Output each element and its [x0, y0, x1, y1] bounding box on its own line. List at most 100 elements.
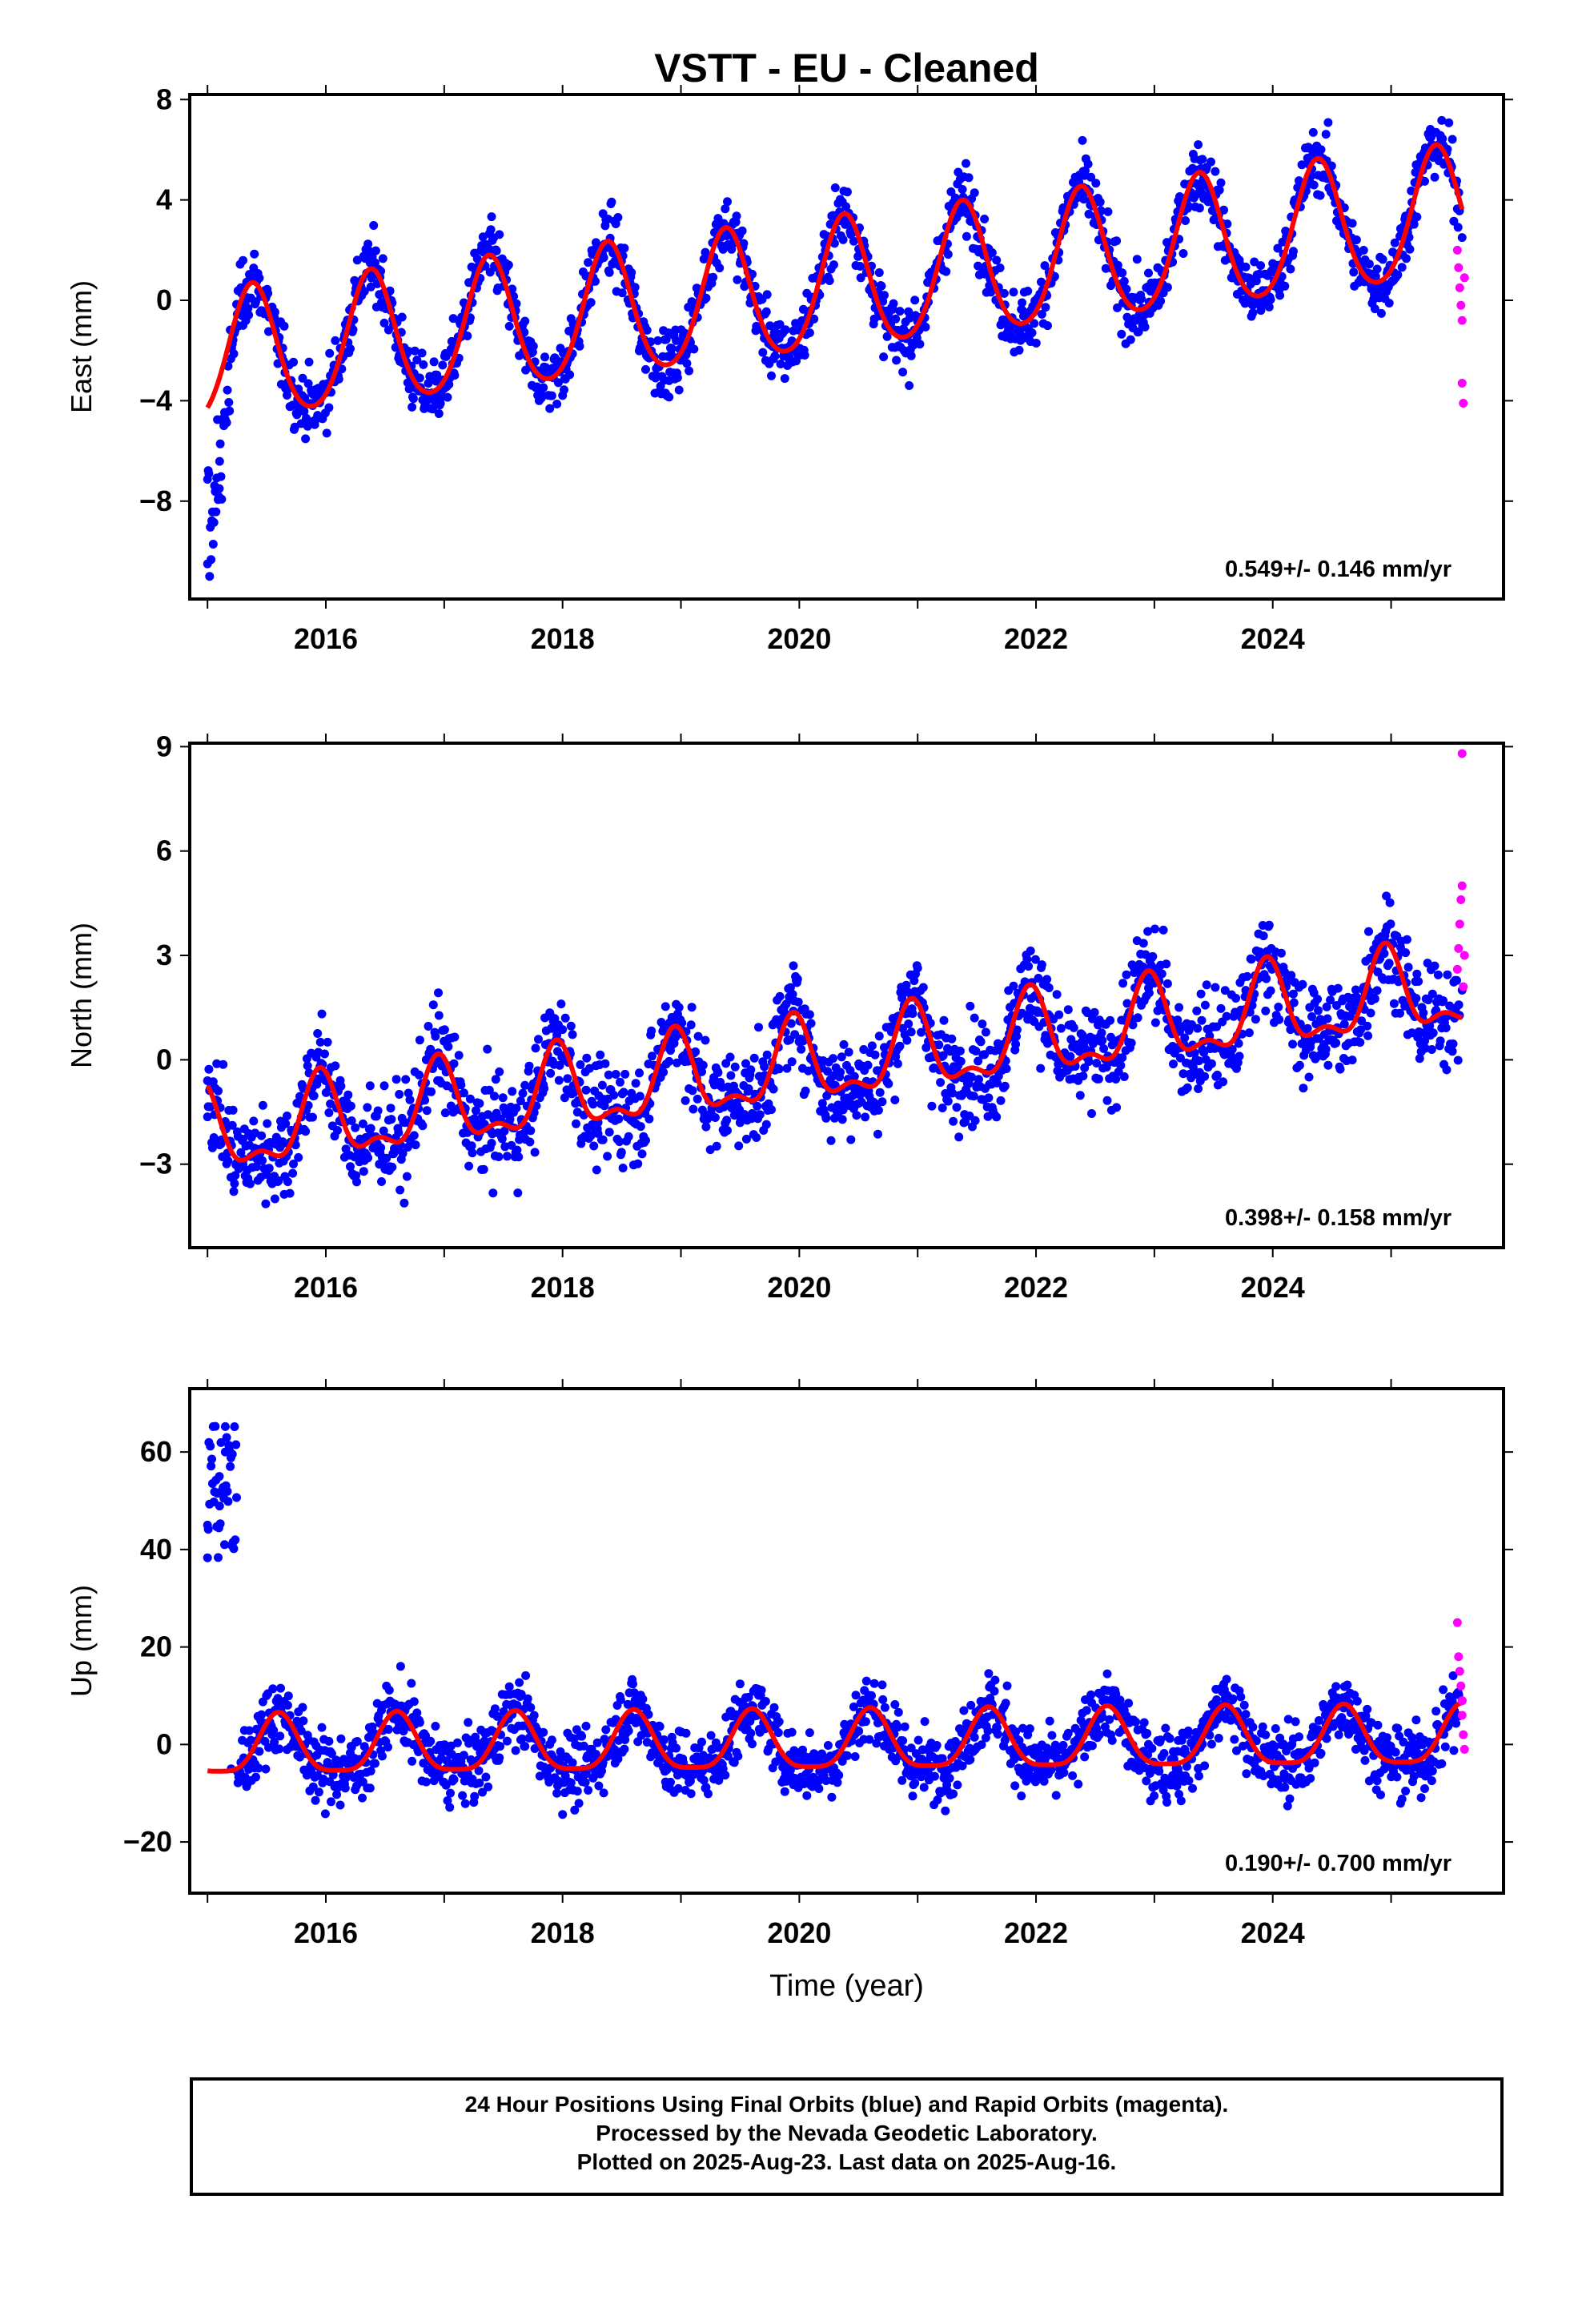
final-orbit-point: [884, 1079, 893, 1088]
final-orbit-point: [334, 374, 343, 384]
final-orbit-point: [335, 1800, 345, 1810]
final-orbit-point: [805, 328, 814, 338]
final-orbit-point: [270, 308, 279, 317]
final-orbit-point: [977, 1740, 986, 1750]
final-orbit-point: [1113, 303, 1122, 312]
final-orbit-point: [616, 1077, 624, 1087]
final-orbit-point: [879, 352, 889, 362]
final-orbit-point: [978, 1019, 987, 1029]
final-orbit-point: [633, 1159, 643, 1168]
final-orbit-point: [962, 231, 971, 241]
final-orbit-point: [263, 1119, 272, 1128]
final-orbit-point: [383, 1743, 392, 1752]
final-orbit-point: [617, 288, 627, 298]
final-orbit-point: [1286, 1025, 1295, 1035]
final-orbit-point: [228, 1105, 238, 1115]
final-orbit-point: [520, 316, 530, 326]
final-orbit-point: [219, 1059, 228, 1069]
final-orbit-point: [730, 1062, 740, 1072]
final-orbit-point: [642, 325, 652, 335]
final-orbit-point: [283, 1112, 291, 1120]
x-tick-label: 2024: [1241, 622, 1305, 655]
final-orbit-point: [609, 1091, 619, 1100]
final-orbit-point: [1063, 1728, 1073, 1738]
final-orbit-point: [1112, 236, 1122, 246]
final-orbit-point: [1099, 1044, 1109, 1053]
final-orbit-point: [254, 1763, 263, 1773]
final-orbit-point: [1018, 298, 1027, 308]
final-orbit-point: [1116, 1060, 1126, 1070]
final-orbit-point: [301, 1127, 311, 1136]
final-orbit-point: [875, 1088, 885, 1097]
final-orbit-point: [970, 188, 979, 198]
final-orbit-point: [990, 1687, 999, 1696]
final-orbit-point: [207, 1143, 217, 1152]
final-orbit-point: [470, 1791, 480, 1801]
final-orbit-point: [216, 472, 226, 481]
final-orbit-point: [780, 374, 789, 384]
final-orbit-point: [432, 370, 442, 380]
final-orbit-point: [1315, 191, 1325, 200]
final-orbit-point: [682, 359, 692, 368]
final-orbit-point: [1322, 1002, 1331, 1011]
final-orbit-point: [303, 1100, 313, 1110]
final-orbit-point: [386, 1104, 396, 1113]
final-orbit-point: [402, 1172, 412, 1181]
final-orbit-point: [1181, 216, 1191, 225]
final-orbit-point: [516, 1096, 525, 1106]
final-orbit-point: [1442, 1065, 1452, 1075]
final-orbit-point: [504, 260, 513, 270]
final-orbit-point: [298, 1703, 307, 1712]
final-orbit-point: [363, 1103, 372, 1112]
final-orbit-point: [269, 1726, 279, 1735]
final-orbit-point: [594, 1781, 604, 1791]
final-orbit-point: [1086, 172, 1096, 182]
final-orbit-point: [276, 1683, 285, 1693]
final-orbit-point: [589, 1141, 599, 1151]
final-orbit-point: [895, 307, 905, 316]
final-orbit-point: [484, 1085, 494, 1095]
final-orbit-point: [1197, 1015, 1207, 1025]
final-orbit-point: [415, 1035, 424, 1045]
final-orbit-point: [616, 1695, 625, 1705]
final-orbit-point: [877, 1097, 887, 1107]
final-orbit-point: [603, 1152, 612, 1161]
final-orbit-point: [1122, 999, 1132, 1008]
final-orbit-point: [530, 1148, 540, 1157]
final-orbit-point: [686, 1789, 696, 1799]
final-orbit-point: [224, 398, 234, 407]
final-orbit-point: [387, 1115, 396, 1124]
final-orbit-point: [755, 1110, 765, 1120]
final-orbit-point: [257, 1710, 267, 1719]
final-orbit-point: [1372, 264, 1382, 274]
final-orbit-point: [1437, 115, 1447, 125]
final-orbit-point: [487, 212, 496, 222]
final-orbit-point: [215, 439, 225, 448]
final-orbit-point: [958, 185, 967, 194]
final-orbit-point: [628, 1679, 637, 1689]
final-orbit-point: [294, 1152, 303, 1162]
rapid-orbit-point: [1454, 263, 1464, 272]
final-orbit-point: [749, 1053, 759, 1063]
final-orbit-point: [539, 1727, 548, 1737]
final-orbit-point: [396, 1185, 405, 1195]
final-orbit-point: [958, 1761, 967, 1771]
final-orbit-point: [245, 1179, 255, 1188]
final-orbit-point: [616, 1148, 626, 1157]
final-orbit-point: [222, 418, 231, 428]
final-orbit-point: [748, 1739, 757, 1749]
final-orbit-point: [933, 1795, 942, 1805]
final-orbit-point: [572, 1119, 580, 1128]
final-orbit-point: [545, 404, 555, 413]
final-orbit-point: [526, 1703, 536, 1712]
final-orbit-point: [1023, 287, 1033, 296]
final-orbit-point: [981, 1733, 990, 1743]
final-orbit-point: [1052, 990, 1062, 999]
final-orbit-point: [930, 1771, 939, 1781]
final-orbit-point: [1259, 931, 1268, 941]
final-orbit-point: [552, 1788, 562, 1798]
y-tick-label: 9: [156, 730, 172, 762]
y-tick-label: 6: [156, 834, 172, 867]
final-orbit-point: [472, 1739, 482, 1747]
final-orbit-point: [467, 1141, 476, 1151]
